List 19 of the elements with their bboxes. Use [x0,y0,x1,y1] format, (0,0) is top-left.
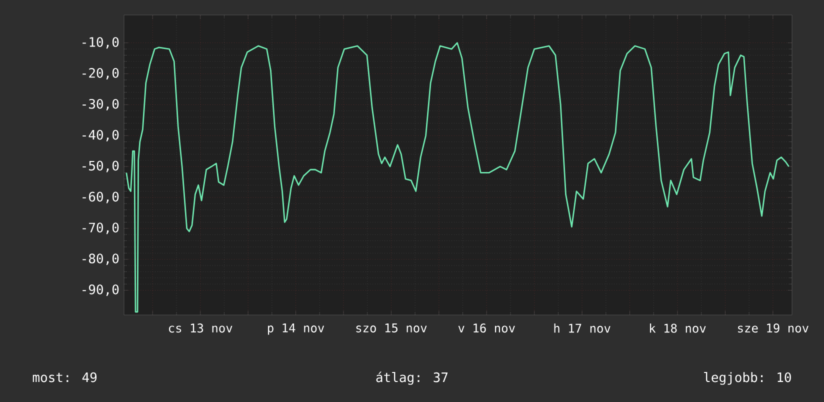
y-tick-label: -80,0 [82,254,119,266]
y-tick-label: -50,0 [82,160,119,172]
x-tick-label: szo 15 nov [356,324,427,332]
y-tick-label: -20,0 [82,68,119,80]
x-tick-label: v 16 nov [458,324,515,333]
x-tick-label: p 14 nov [268,324,324,335]
x-tick-label: sze 19 nov [738,324,808,333]
y-tick-label: -10,0 [82,37,119,49]
y-tick-label: -90,0 [82,284,119,296]
x-tick-label: h 17 nov [554,324,610,333]
y-tick-label: -70,0 [82,222,119,234]
x-tick-label: k 18 nov [650,324,706,333]
y-tick-label: -30,0 [82,98,119,110]
text: most: 49 [32,372,97,382]
y-tick-label: -40,0 [82,130,119,142]
x-tick-label: cs 13 nov [168,324,232,333]
y-tick-label: -60,0 [82,192,119,204]
text: átlag: 37 [376,372,448,385]
text: legjobb: 10 [704,372,791,385]
